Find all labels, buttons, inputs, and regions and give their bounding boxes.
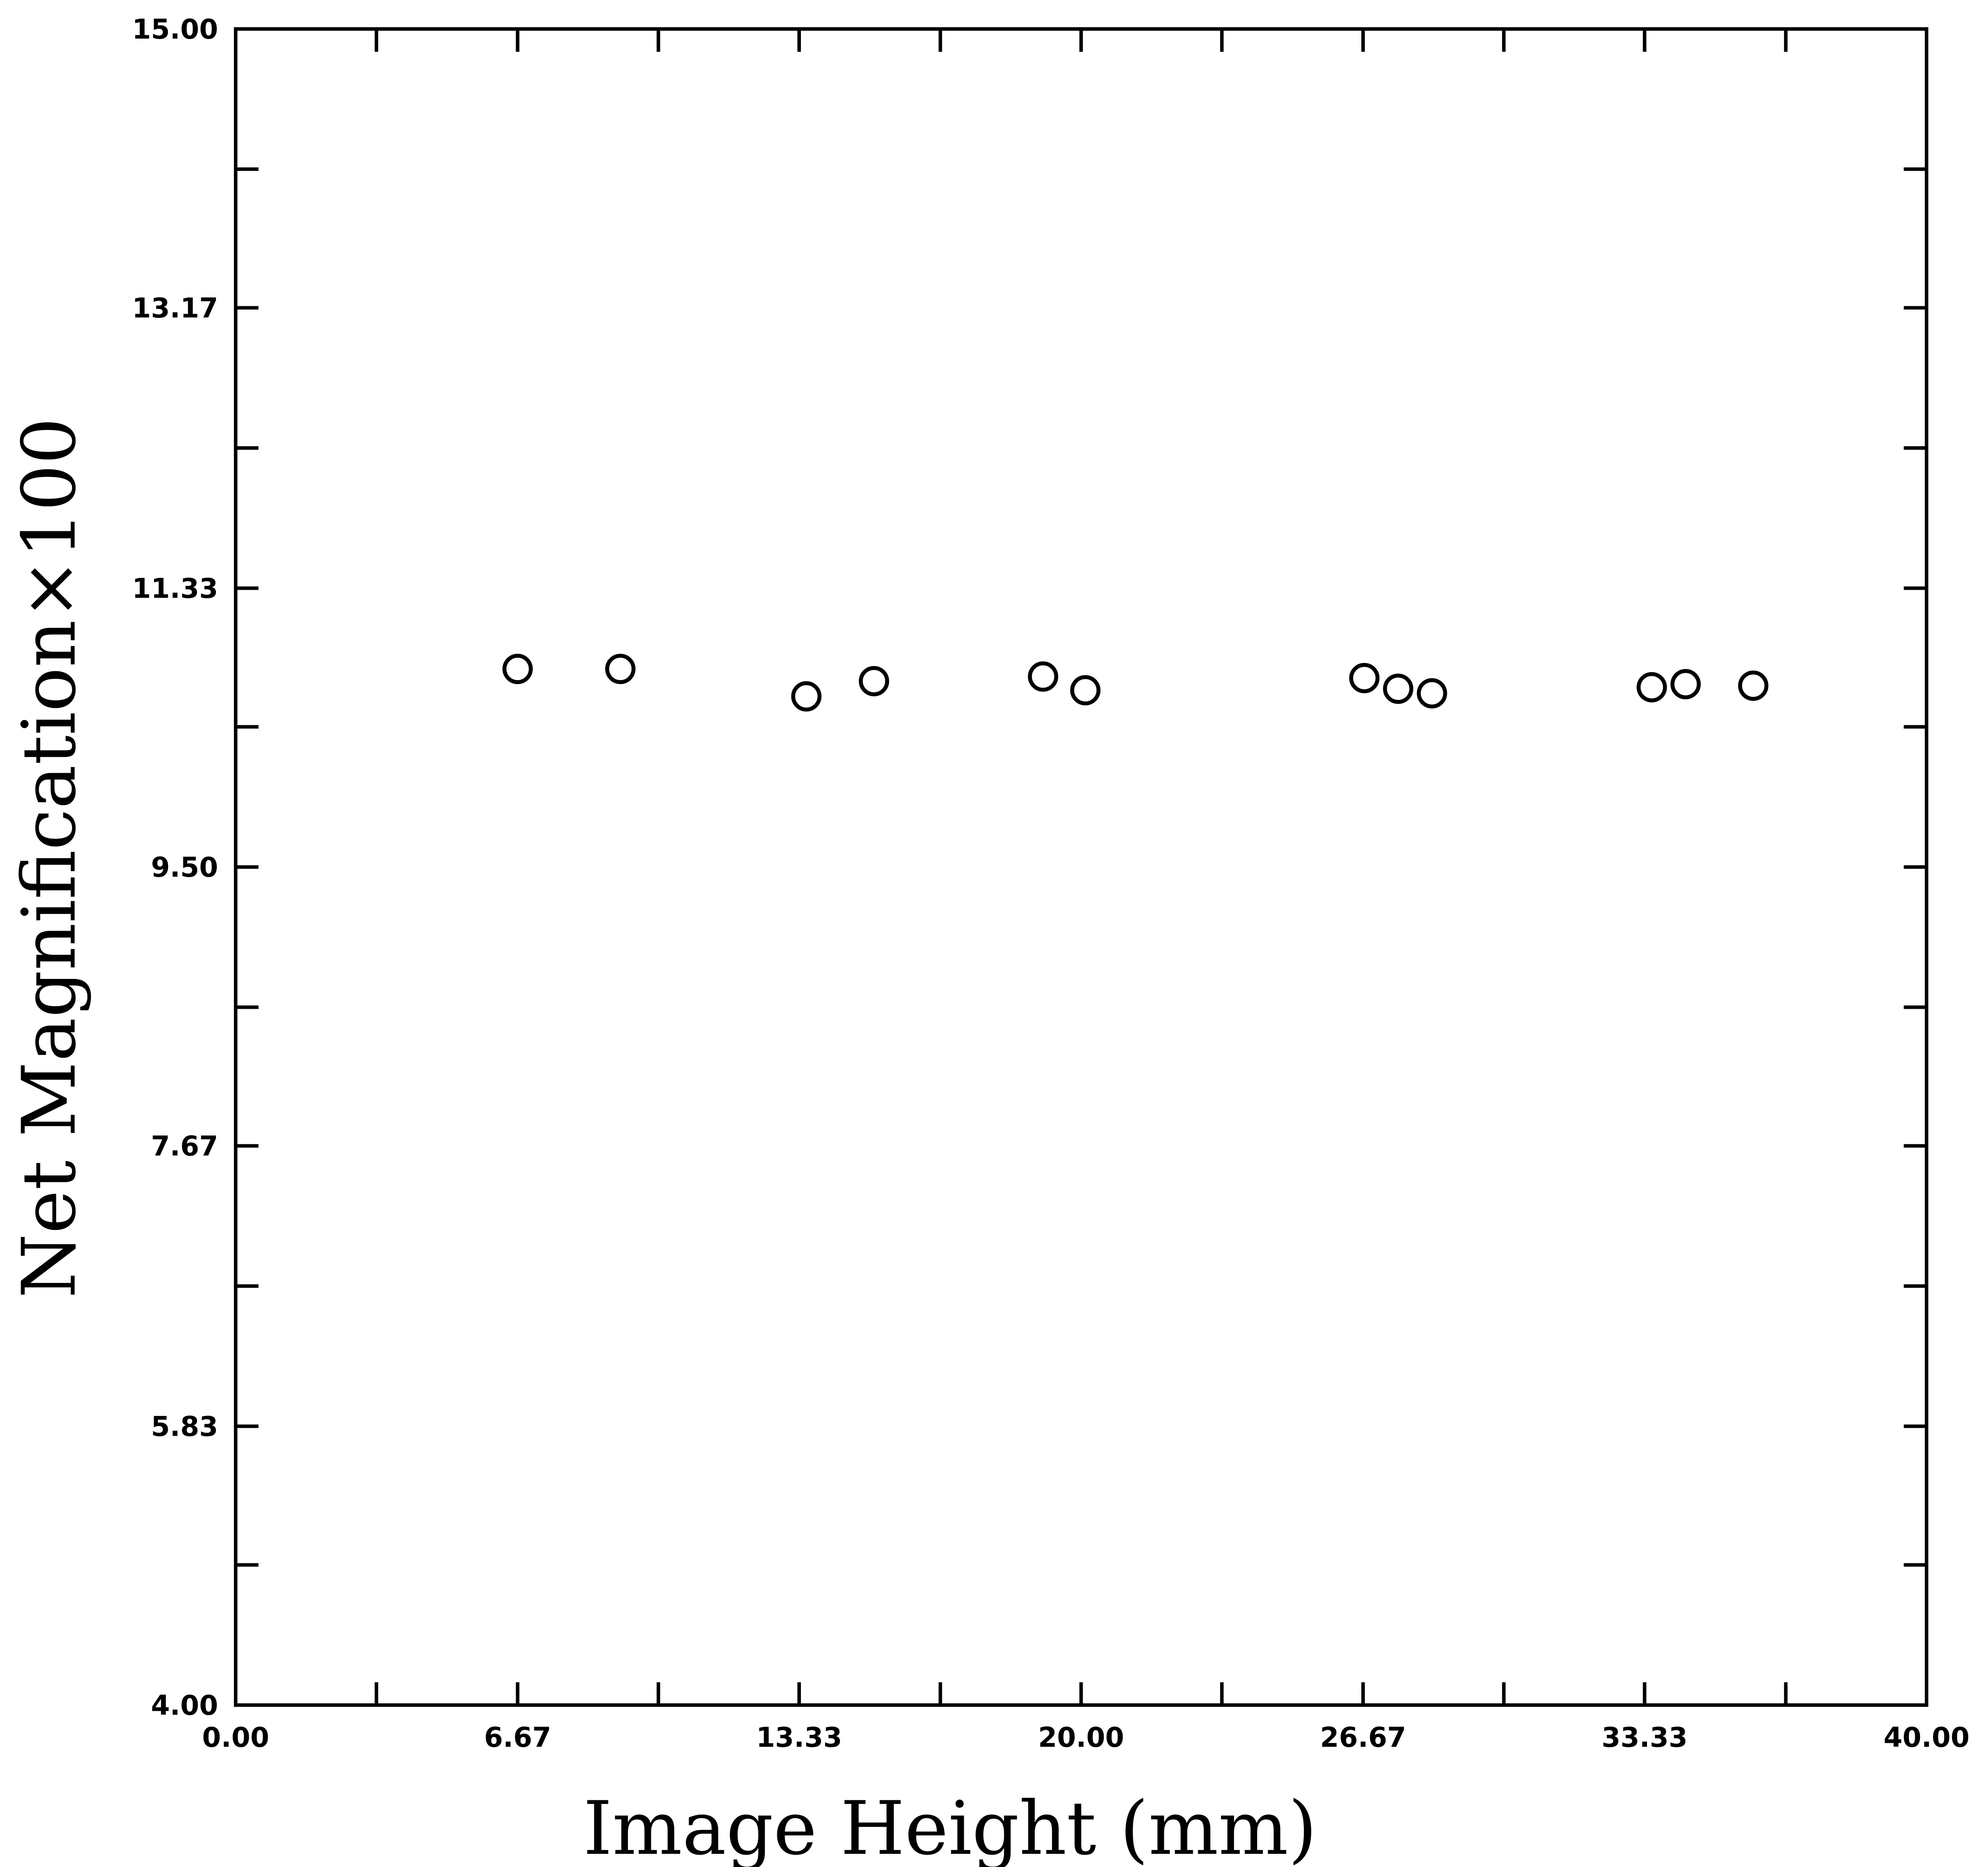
y-tick-label: 5.83 xyxy=(151,1410,218,1442)
y-axis-title: Net Magnification×100 xyxy=(6,417,92,1298)
data-point xyxy=(1417,678,1447,709)
data-point xyxy=(605,654,636,684)
data-point xyxy=(1070,675,1101,706)
x-tick-label: 6.67 xyxy=(484,1721,551,1753)
y-tick-labels: 4.00 5.83 7.67 9.50 11.33 13.17 15.00 xyxy=(132,13,218,1721)
y-tick-label: 7.67 xyxy=(151,1130,218,1162)
data-point xyxy=(502,654,533,684)
data-point xyxy=(1028,661,1059,692)
y-tick-label: 9.50 xyxy=(151,851,218,883)
data-point xyxy=(791,681,822,712)
data-point xyxy=(1738,670,1769,701)
data-point xyxy=(1383,674,1414,704)
x-tick-label: 33.33 xyxy=(1601,1721,1687,1753)
plot-frame xyxy=(234,27,1928,1707)
y-tick-label: 11.33 xyxy=(132,572,218,604)
x-tick-label: 0.00 xyxy=(202,1721,269,1753)
data-point xyxy=(1349,663,1380,693)
x-tick-label: 40.00 xyxy=(1884,1721,1970,1753)
data-point xyxy=(859,666,890,696)
x-tick-labels: 0.00 6.67 13.33 20.00 26.67 33.33 40.00 xyxy=(202,1721,1970,1753)
x-tick-label: 20.00 xyxy=(1038,1721,1124,1753)
x-axis-title: Image Height (mm) xyxy=(583,1785,1317,1867)
axis-ticks xyxy=(234,27,1928,1707)
x-tick-label: 13.33 xyxy=(756,1721,842,1753)
x-tick-label: 26.67 xyxy=(1320,1721,1406,1753)
data-point xyxy=(1670,669,1701,699)
y-tick-label: 4.00 xyxy=(151,1689,218,1721)
data-point xyxy=(1636,672,1667,702)
data-points xyxy=(502,654,1769,712)
y-tick-label: 15.00 xyxy=(132,13,218,45)
y-tick-label: 13.17 xyxy=(132,292,218,324)
